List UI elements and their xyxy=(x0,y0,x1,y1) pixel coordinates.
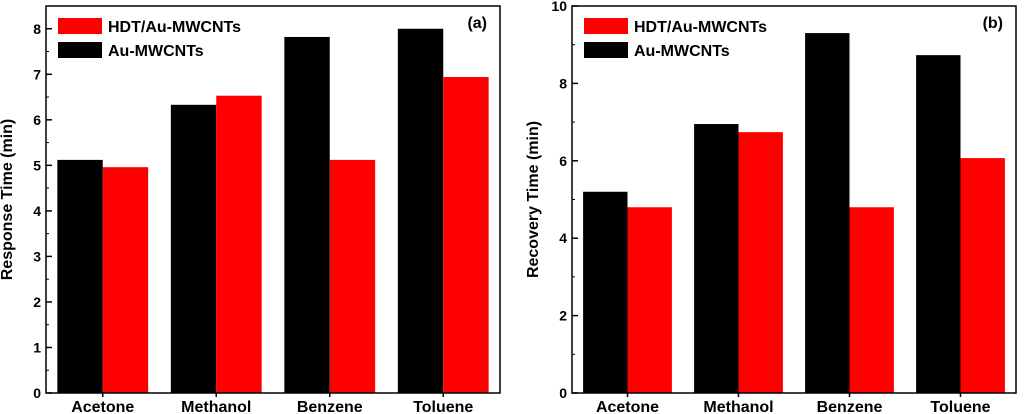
panel-b-bar-hdt-au-mwcnts-toluene xyxy=(960,158,1005,393)
panel-a-y-tick-label: 4 xyxy=(33,203,41,219)
panel-a-legend-label-au-mwcnts: Au-MWCNTs xyxy=(108,43,204,60)
panel-b-bar-au-mwcnts-toluene xyxy=(916,55,961,394)
panel-a-legend-swatch-au-mwcnts xyxy=(58,42,102,58)
panel-a-bar-hdt-au-mwcnts-toluene xyxy=(443,77,489,393)
panel-b-bar-hdt-au-mwcnts-benzene xyxy=(849,207,894,393)
panel-a-plot-frame xyxy=(45,5,501,394)
panel-b-y-axis-title: Recovery Time (min) xyxy=(525,121,542,278)
panel-a-bar-hdt-au-mwcnts-acetone xyxy=(102,167,149,393)
panel-a-bar-au-mwcnts-acetone xyxy=(57,159,103,393)
panel-a-y-tick-label: 8 xyxy=(33,21,41,37)
panel-b-legend-swatch-au-mwcnts xyxy=(584,42,628,58)
panel-b-x-tick-label: Acetone xyxy=(596,399,659,414)
panel-a-bar-hdt-au-mwcnts-benzene xyxy=(329,159,376,393)
panel-b-y-tick-label: 0 xyxy=(559,385,567,401)
panel-a-bar-hdt-au-mwcnts-methanol xyxy=(216,95,262,394)
panel-a-panel-label: (a) xyxy=(467,15,487,32)
panel-a-y-tick-label: 5 xyxy=(33,157,41,173)
panel-b-y-tick-label: 10 xyxy=(551,0,567,14)
panel-a-y-tick-label: 3 xyxy=(33,248,41,264)
panel-a-y-axis-title: Response Time (min) xyxy=(0,119,16,281)
panel-a-x-tick-label: Methanol xyxy=(181,399,251,414)
panel-a-x-tick-label: Toluene xyxy=(413,399,473,414)
panel-b-x-tick-label: Benzene xyxy=(817,399,883,414)
panel-b-panel-label: (b) xyxy=(983,15,1003,32)
panel-b-bar-hdt-au-mwcnts-methanol xyxy=(738,132,783,394)
panel-a-bar-au-mwcnts-benzene xyxy=(284,36,330,394)
panel-a-x-tick-label: Benzene xyxy=(297,399,363,414)
panel-b-y-tick-label: 4 xyxy=(559,230,567,246)
panel-b-x-tick-label: Methanol xyxy=(703,399,773,414)
panel-a-x-tick-label: Acetone xyxy=(71,399,134,414)
panel-b-bar-au-mwcnts-acetone xyxy=(583,191,628,393)
panel-b-legend-swatch-hdt-au-mwcnts xyxy=(584,18,628,34)
panel-b-bar-hdt-au-mwcnts-acetone xyxy=(627,207,672,393)
panel-a-y-tick-label: 6 xyxy=(33,112,41,128)
panel-a-y-tick-label: 0 xyxy=(33,385,41,401)
panel-a-y-tick-label: 7 xyxy=(33,66,41,82)
panel-b-legend-label-au-mwcnts: Au-MWCNTs xyxy=(634,43,730,60)
panel-a-y-tick-label: 1 xyxy=(33,339,41,355)
panel-a-legend-label-hdt-au-mwcnts: HDT/Au-MWCNTs xyxy=(108,19,241,36)
panel-a-y-tick-label: 2 xyxy=(33,294,41,310)
panel-b-y-tick-label: 2 xyxy=(559,308,567,324)
panel-b-y-tick-label: 6 xyxy=(559,153,567,169)
panel-b-bar-au-mwcnts-benzene xyxy=(805,33,850,394)
panel-a-legend-swatch-hdt-au-mwcnts xyxy=(58,18,102,34)
panel-a-bar-au-mwcnts-toluene xyxy=(397,28,444,393)
panel-b-y-tick-label: 8 xyxy=(559,75,567,91)
panel-a-bar-au-mwcnts-methanol xyxy=(170,104,217,393)
panel-b-legend-label-hdt-au-mwcnts: HDT/Au-MWCNTs xyxy=(634,19,767,36)
panel-b-bar-au-mwcnts-methanol xyxy=(694,124,739,393)
panel-b-x-tick-label: Toluene xyxy=(930,399,990,414)
